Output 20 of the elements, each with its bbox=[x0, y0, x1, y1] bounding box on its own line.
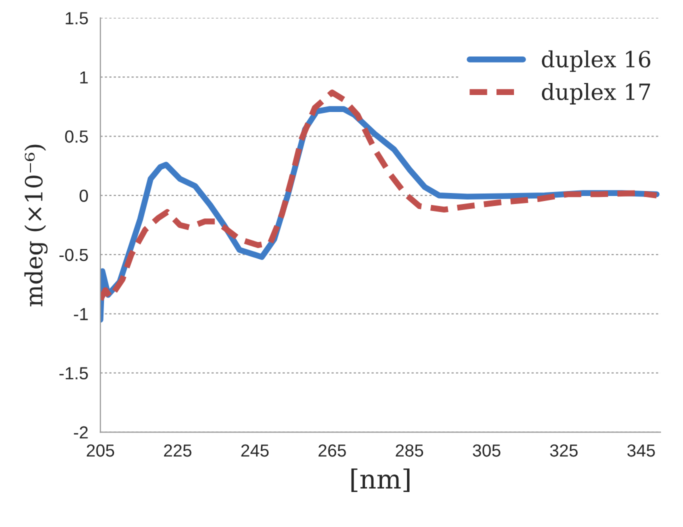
y-tick-label: 0.5 bbox=[65, 130, 88, 143]
x-tick-label: 205 bbox=[86, 444, 114, 457]
y-tick-label: -1 bbox=[74, 308, 88, 320]
y-tick-label: 1.5 bbox=[66, 12, 88, 24]
y-tick-label: -2 bbox=[74, 426, 88, 438]
x-tick-label: 285 bbox=[396, 444, 424, 457]
x-tick-label: 325 bbox=[550, 444, 578, 457]
x-tick-label: 245 bbox=[241, 444, 269, 457]
y-axis-title: mdeg (×10⁻⁶) bbox=[24, 144, 48, 306]
y-tick-label: -1.5 bbox=[59, 367, 88, 380]
y-tick-label: 0 bbox=[80, 190, 88, 202]
x-tick-label: 225 bbox=[164, 444, 192, 457]
y-tick-label: -0.5 bbox=[59, 248, 88, 262]
legend-label: duplex 16 bbox=[542, 50, 650, 72]
x-tick-label: 345 bbox=[627, 444, 655, 457]
y-tick-label: 1 bbox=[80, 71, 88, 84]
legend-label: duplex 17 bbox=[542, 82, 650, 104]
x-tick-label: 265 bbox=[318, 444, 346, 457]
x-tick-label: 305 bbox=[472, 444, 500, 457]
x-axis-title: [nm] bbox=[351, 468, 410, 492]
